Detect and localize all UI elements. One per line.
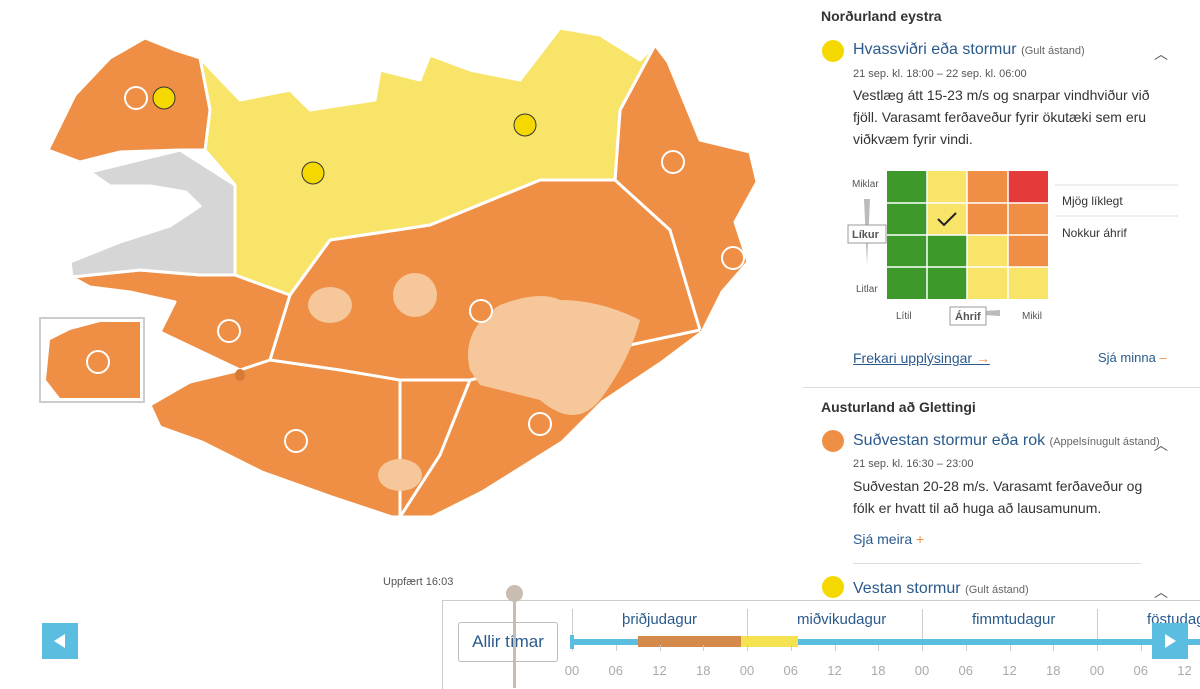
warning-description: Vestlæg átt 15-23 m/s og snarpar vindhvi…: [853, 87, 1150, 147]
timeline-bar: [572, 639, 1200, 645]
warning-level: (Appelsínugult ástand): [1049, 436, 1160, 448]
warning-icon: [822, 430, 844, 452]
matrix-label: Lítil: [896, 311, 912, 322]
all-times-button[interactable]: Allir tímar: [458, 622, 558, 662]
hour-tick: [1140, 645, 1142, 651]
warning-title[interactable]: Suðvestan stormur eða rok (Appelsínugult…: [853, 432, 1160, 450]
minus: –: [1159, 350, 1167, 365]
hour-label: 00: [564, 663, 580, 678]
matrix-label: Mikil: [1022, 311, 1042, 322]
warning-title[interactable]: Hvassviðri eða stormur (Gult ástand): [853, 41, 1085, 59]
hour-label: 06: [1133, 663, 1148, 678]
warning-title-text[interactable]: Suðvestan stormur eða rok: [853, 432, 1046, 449]
more-info-link[interactable]: Frekari upplýsingar →: [853, 350, 990, 366]
day-separator: [572, 609, 573, 639]
next-arrow: [1165, 634, 1176, 648]
orange-period: [638, 636, 741, 647]
matrix-label: Áhrif: [955, 311, 981, 323]
hour-label: 06: [958, 663, 973, 678]
timeline-track: þriðjudagur miðvikudagur fimmtudagur föstud…: [443, 601, 1200, 689]
hour-tick: [965, 645, 967, 651]
hour-tick: [878, 645, 880, 651]
hour-tick: [659, 645, 661, 651]
hour-label: 18: [871, 663, 886, 678]
day-label: miðvikudagur: [797, 611, 887, 628]
updated: Uppfært 16:03: [383, 576, 454, 588]
hour-label: 12: [1002, 663, 1017, 678]
day-label: fimmtudagur: [972, 611, 1056, 628]
matrix-label: Litlar: [856, 284, 878, 295]
hour-tick: [790, 645, 792, 651]
hour-tick: [747, 645, 748, 651]
timeline: Allir tímar þriðjudagur miðvikudagur fimmt…: [442, 600, 1200, 689]
divider: [853, 563, 1141, 564]
plus: +: [916, 531, 925, 547]
matrix-cells: [887, 171, 1048, 299]
slider-handle[interactable]: [506, 585, 523, 602]
arrow: →: [975, 350, 990, 366]
matrix-label: Líkur: [852, 229, 879, 241]
warning-time: 21 sep. kl. 16:30 – 23:00: [853, 458, 974, 470]
map: [39, 26, 759, 519]
day-separator: [1097, 609, 1098, 639]
collapse[interactable]: ︿: [1154, 437, 1168, 453]
hour-tick: [703, 645, 705, 651]
hour-label: 12: [827, 663, 842, 678]
hour-label: 00: [914, 663, 930, 678]
warning-title-text[interactable]: Hvassviðri eða stormur: [853, 41, 1017, 58]
warning-level: (Gult ástand): [965, 584, 1029, 596]
day-label: þriðjudagur: [622, 611, 698, 628]
warning-icons[interactable]: [124, 86, 745, 453]
next-button[interactable]: [1152, 623, 1188, 659]
region-gray: [68, 148, 237, 279]
show-more-text[interactable]: Sjá meira: [853, 531, 913, 547]
hour-label: 06: [783, 663, 798, 678]
risk-matrix: [847, 171, 1178, 326]
hour-tick: [1053, 645, 1055, 651]
timeline-start: [570, 635, 574, 649]
hour-label: 18: [696, 663, 711, 678]
hour-tick: [834, 645, 836, 651]
matrix-label: Miklar: [852, 179, 879, 190]
hour-label: 00: [1089, 663, 1105, 678]
show-less-text[interactable]: Sjá minna: [1098, 350, 1156, 365]
glaciers: [235, 273, 640, 491]
more-info-text[interactable]: Frekari upplýsingar: [853, 350, 973, 366]
hour-label: 00: [739, 663, 755, 678]
hour-tick: [615, 645, 617, 651]
warning-title-text[interactable]: Vestan stormur: [853, 580, 961, 597]
day-separator: [922, 609, 923, 639]
hour-label: 12: [1177, 663, 1192, 678]
warning-time: 21 sep. kl. 18:00 – 22 sep. kl. 06:00: [853, 68, 1027, 80]
show-more[interactable]: Sjá meira +: [853, 531, 924, 547]
prev-arrow: [54, 634, 65, 648]
likelihood-value: Mjög líklegt: [1062, 194, 1123, 208]
day-separator: [747, 609, 748, 639]
warning-icon: [822, 576, 844, 598]
impact-value: Nokkur áhrif: [1062, 226, 1127, 240]
warning-level: (Gult ástand): [1021, 45, 1085, 57]
hour-tick: [1097, 645, 1098, 651]
divider: [803, 387, 1200, 388]
show-less[interactable]: Sjá minna –: [1098, 350, 1167, 365]
collapse[interactable]: ︿: [1154, 584, 1168, 600]
warning-icon: [822, 40, 844, 62]
warning-description: Suðvestan 20-28 m/s. Varasamt ferðaveður…: [853, 478, 1143, 516]
hour-label: 18: [1046, 663, 1061, 678]
hour-tick: [1009, 645, 1011, 651]
hour-label: 06: [608, 663, 623, 678]
prev-button[interactable]: [42, 623, 78, 659]
warning-title[interactable]: Vestan stormur (Gult ástand): [853, 580, 1029, 598]
inset: [39, 317, 145, 403]
yellow-period: [741, 636, 798, 647]
region-name: Norðurland eystra: [821, 8, 942, 24]
region-name: Austurland að Glettingi: [821, 399, 976, 415]
collapse[interactable]: ︿: [1154, 46, 1168, 62]
hour-label: 12: [652, 663, 667, 678]
hour-tick: [922, 645, 923, 651]
slider-line: [513, 596, 516, 688]
